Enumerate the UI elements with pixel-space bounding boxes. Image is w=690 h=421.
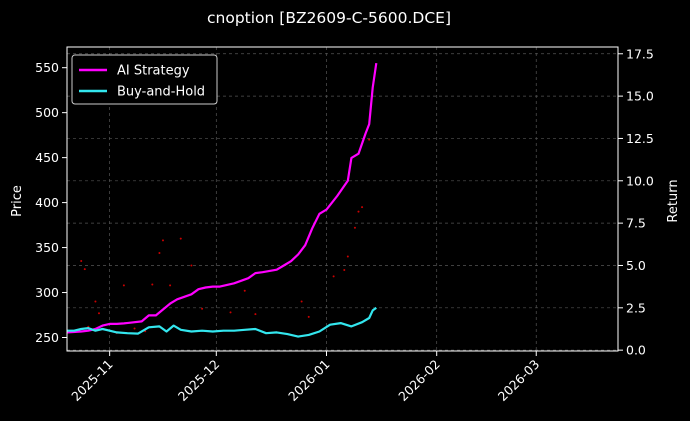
y2-tick-label: 12.5 bbox=[626, 131, 654, 146]
y-tick-label: 350 bbox=[35, 240, 59, 255]
price-point bbox=[229, 311, 232, 314]
y-axis-right: 0.0 2.5 5.0 7.5 10.0 12.5 15.0 17.5 bbox=[618, 46, 654, 358]
y-axis-left: 250 300 350 400 450 500 550 bbox=[35, 60, 67, 345]
ai-strategy-line bbox=[66, 62, 378, 334]
price-point bbox=[83, 268, 86, 271]
y-tick-label: 550 bbox=[35, 60, 59, 75]
price-point bbox=[353, 226, 356, 229]
price-point bbox=[190, 264, 193, 267]
y2-tick-label: 0.0 bbox=[626, 343, 646, 358]
y2-axis-title: Return bbox=[666, 179, 681, 222]
price-point bbox=[243, 289, 246, 292]
price-point bbox=[300, 300, 303, 303]
price-point bbox=[254, 313, 257, 316]
plot-frame bbox=[66, 46, 619, 352]
legend-box bbox=[71, 54, 218, 105]
price-point bbox=[122, 284, 125, 287]
y-tick-label: 500 bbox=[35, 105, 59, 120]
price-point bbox=[368, 138, 371, 141]
y2-tick-label: 7.5 bbox=[626, 216, 646, 231]
y-tick-label: 300 bbox=[35, 285, 59, 300]
price-point bbox=[201, 307, 204, 310]
price-point bbox=[179, 237, 182, 240]
y-tick-label: 400 bbox=[35, 195, 59, 210]
y2-tick-label: 10.0 bbox=[626, 173, 654, 188]
y2-tick-label: 17.5 bbox=[626, 46, 654, 61]
price-point bbox=[94, 300, 97, 303]
price-point bbox=[151, 283, 154, 286]
price-point bbox=[161, 239, 164, 242]
price-point bbox=[357, 210, 360, 213]
price-point bbox=[343, 269, 346, 272]
legend: AI Strategy Buy-and-Hold bbox=[71, 54, 218, 105]
lines-layer bbox=[66, 62, 378, 338]
y2-tick-label: 2.5 bbox=[626, 300, 646, 315]
price-point bbox=[80, 260, 83, 263]
price-point bbox=[97, 312, 100, 315]
y-tick-label: 250 bbox=[35, 330, 59, 345]
price-point bbox=[158, 251, 161, 254]
price-point bbox=[169, 284, 172, 287]
y2-tick-label: 15.0 bbox=[626, 89, 654, 104]
legend-label: AI Strategy bbox=[117, 64, 190, 79]
price-point bbox=[332, 275, 335, 278]
y-tick-label: 450 bbox=[35, 150, 59, 165]
price-point bbox=[307, 315, 310, 318]
price-point bbox=[361, 206, 364, 209]
y-axis-title: Price bbox=[10, 185, 25, 217]
chart-title: cnoption [BZ2609-C-5600.DCE] bbox=[207, 9, 451, 27]
legend-label: Buy-and-Hold bbox=[117, 85, 205, 100]
buy-and-hold-line bbox=[67, 306, 377, 338]
price-point bbox=[346, 255, 349, 258]
price-point bbox=[133, 327, 136, 330]
y2-tick-label: 5.0 bbox=[626, 258, 646, 273]
